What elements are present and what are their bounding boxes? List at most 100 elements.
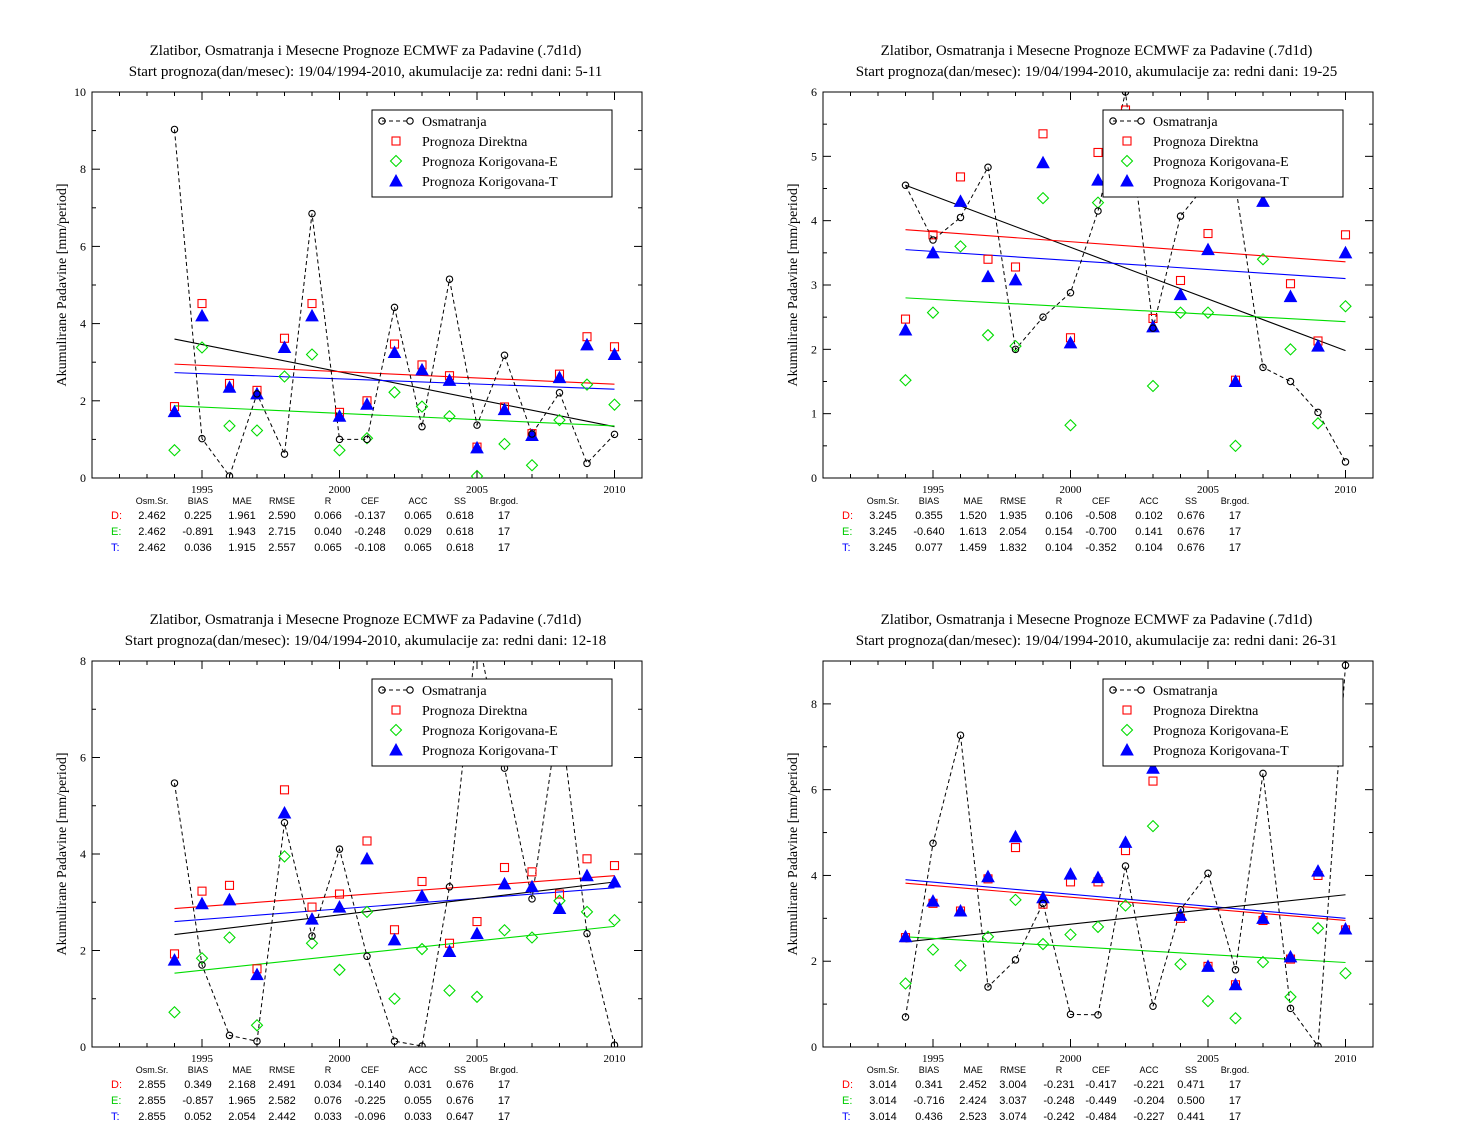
legend-item: Osmatranja bbox=[378, 684, 487, 699]
observation-point bbox=[363, 952, 371, 961]
observation-point bbox=[500, 351, 509, 360]
corrected-e-point bbox=[1229, 1011, 1242, 1025]
stats-cell: 0.618 bbox=[446, 526, 474, 538]
stats-cell: 0.055 bbox=[404, 1095, 432, 1107]
stats-cell: 0.647 bbox=[446, 1111, 474, 1123]
y-tick-label: 8 bbox=[80, 162, 86, 176]
direct-forecast-point bbox=[417, 876, 427, 887]
direct-forecast-point bbox=[224, 880, 235, 890]
direct-forecast-point bbox=[1010, 843, 1021, 853]
corrected-t-point bbox=[1173, 287, 1188, 301]
corrected-e-point bbox=[1120, 154, 1134, 168]
corrected-e-point bbox=[981, 328, 995, 342]
corrected-t-point bbox=[1311, 339, 1325, 352]
corrected-e-point bbox=[1146, 819, 1160, 833]
observation-point bbox=[1121, 92, 1130, 96]
stats-cell: 2.054 bbox=[999, 526, 1027, 538]
stats-cell: 2.054 bbox=[228, 1111, 256, 1123]
observation-point bbox=[1011, 345, 1020, 354]
x-tick-label: 2010 bbox=[1335, 484, 1358, 496]
corrected-e-point bbox=[954, 240, 967, 253]
stats-header-cell: R bbox=[324, 496, 332, 506]
legend-item: Prognoza Korigovana-E bbox=[389, 154, 558, 170]
corrected-t-point bbox=[1063, 335, 1078, 349]
y-tick-label: 0 bbox=[811, 471, 817, 485]
corrected-e-point bbox=[470, 469, 484, 478]
corrected-t-point bbox=[195, 896, 209, 910]
observation-point bbox=[1314, 408, 1322, 417]
observation-line bbox=[905, 92, 1346, 463]
stats-header-cell: CEF bbox=[1092, 496, 1110, 506]
corrected-e-point bbox=[525, 931, 539, 944]
stats-table: Osm.Sr. BIAS MAE RMSE R CEF ACC SS Br.god. D: 3.24… bbox=[731, 496, 1462, 562]
direct-forecast-point bbox=[1285, 279, 1296, 289]
corrected-t-point bbox=[442, 373, 457, 386]
trend-line bbox=[174, 875, 615, 910]
observation-point bbox=[363, 435, 371, 444]
stats-cell: -0.108 bbox=[354, 542, 386, 554]
observation-point bbox=[280, 450, 289, 458]
direct-forecast-point bbox=[609, 861, 620, 871]
stats-table: Osm.Sr. BIAS MAE RMSE R CEF ACC SS Br.god. D: 3.01… bbox=[731, 1065, 1462, 1131]
stats-cell: 1.965 bbox=[228, 1095, 256, 1107]
legend-item: Osmatranja bbox=[378, 115, 487, 130]
stats-header-cell: R bbox=[1055, 496, 1063, 506]
stats-header-cell: MAE bbox=[232, 1065, 252, 1075]
x-tick-label: 2010 bbox=[604, 484, 627, 496]
corrected-t-point bbox=[389, 742, 403, 756]
stats-cell: -0.225 bbox=[354, 1095, 386, 1107]
stats-header-cell: BIAS bbox=[187, 1065, 209, 1075]
stats-row-tag: E: bbox=[111, 1095, 122, 1107]
legend-item: Prognoza Korigovana-E bbox=[389, 723, 558, 739]
stats-row-tag: E: bbox=[842, 1095, 853, 1107]
observation-point bbox=[1259, 363, 1267, 372]
stats-cell: 0.104 bbox=[1045, 542, 1073, 554]
stats-cell: 2.557 bbox=[268, 542, 296, 554]
stats-header-cell: MAE bbox=[232, 496, 252, 506]
observation-point bbox=[170, 779, 179, 787]
y-tick-label: 4 bbox=[811, 868, 817, 882]
corrected-t-point bbox=[415, 888, 429, 902]
stats-cell: 0.676 bbox=[1177, 510, 1205, 522]
corrected-e-point bbox=[1036, 191, 1050, 205]
corrected-e-point bbox=[1229, 439, 1242, 453]
corrected-t-point bbox=[953, 903, 968, 917]
observation-point bbox=[956, 731, 965, 739]
observation-point bbox=[610, 430, 619, 439]
stats-cell: 0.066 bbox=[314, 510, 342, 522]
stats-cell: 17 bbox=[497, 526, 511, 538]
corrected-t-point bbox=[552, 370, 567, 384]
direct-forecast-point bbox=[334, 889, 345, 899]
direct-forecast-point bbox=[307, 298, 317, 309]
direct-forecast-point bbox=[279, 785, 290, 795]
corrected-t-point bbox=[1228, 374, 1243, 387]
corrected-t-point bbox=[222, 380, 237, 393]
legend-item: Prognoza Korigovana-T bbox=[1120, 742, 1289, 759]
stats-header-cell: CEF bbox=[1092, 1065, 1110, 1075]
chart-panel-4: Zlatibor, Osmatranja i Mesecne Prognoze … bbox=[731, 569, 1462, 1138]
stats-header-cell: RMSE bbox=[999, 1065, 1027, 1075]
stats-cell: 0.500 bbox=[1177, 1095, 1205, 1107]
legend-box bbox=[371, 109, 613, 198]
corrected-e-point bbox=[388, 386, 401, 399]
stats-cell: -0.857 bbox=[182, 1095, 214, 1107]
corrected-t-point bbox=[1173, 908, 1188, 921]
corrected-e-point bbox=[305, 348, 319, 361]
y-tick-label: 0 bbox=[80, 1040, 86, 1054]
x-tick-label: 1995 bbox=[922, 484, 945, 496]
corrected-t-point bbox=[1091, 173, 1105, 186]
legend-box bbox=[1102, 109, 1344, 198]
direct-forecast-point bbox=[582, 854, 592, 864]
observation-point bbox=[1176, 906, 1185, 914]
legend-label: Prognoza Korigovana-E bbox=[422, 155, 558, 170]
stats-cell: 1.961 bbox=[228, 510, 256, 522]
stats-cell: 3.245 bbox=[869, 526, 897, 538]
corrected-e-point bbox=[899, 373, 912, 387]
direct-forecast-point bbox=[1093, 147, 1103, 158]
observation-point bbox=[170, 125, 179, 134]
stats-cell: 17 bbox=[1228, 1095, 1242, 1107]
corrected-t-point bbox=[1120, 173, 1134, 187]
corrected-t-point bbox=[552, 901, 567, 915]
stats-cell: 17 bbox=[497, 1111, 511, 1123]
stats-cell: 3.014 bbox=[869, 1079, 897, 1091]
